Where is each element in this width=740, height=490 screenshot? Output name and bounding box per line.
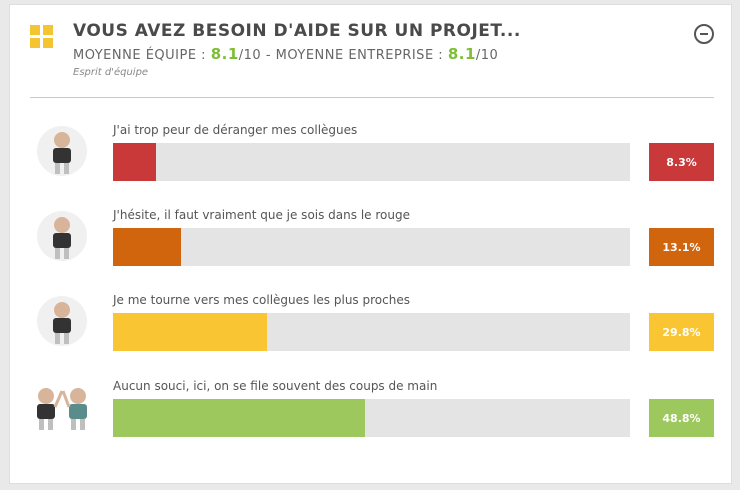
waving-person-icon [36, 295, 88, 347]
answer-bar-track [113, 143, 630, 181]
answer-percent-badge: 13.1% [649, 228, 714, 266]
answer-percent-badge: 48.8% [649, 399, 714, 437]
answer-bar-fill [113, 228, 181, 266]
collapse-button[interactable] [694, 24, 714, 44]
worried-person-icon [36, 125, 88, 177]
answer-bar-fill [113, 313, 268, 351]
answer-label: Aucun souci, ici, on se file souvent des… [113, 379, 438, 393]
company-average-score: 8.1 [447, 45, 476, 63]
answer-row: J'hésite, il faut vraiment que je sois d… [10, 208, 730, 293]
survey-card: VOUS AVEZ BESOIN D'AIDE SUR UN PROJET...… [9, 4, 732, 484]
team-average-score: 8.1 [210, 45, 239, 63]
answer-row: J'ai trop peur de déranger mes collègues… [10, 123, 730, 208]
answer-bar-fill [113, 399, 366, 437]
answer-bar-track [113, 228, 630, 266]
two-people-high-five-icon [30, 381, 87, 433]
question-title: VOUS AVEZ BESOIN D'AIDE SUR UN PROJET... [73, 21, 521, 41]
team-average-max: /10 [238, 48, 262, 63]
averages-line: MOYENNE ÉQUIPE : 8.1/10 - MOYENNE ENTREP… [73, 45, 498, 63]
answer-label: J'hésite, il faut vraiment que je sois d… [113, 208, 410, 222]
answer-row: Aucun souci, ici, on se file souvent des… [10, 379, 730, 464]
company-average-max: /10 [475, 48, 499, 63]
answer-percent-badge: 8.3% [649, 143, 714, 181]
answer-row: Je me tourne vers mes collègues les plus… [10, 293, 730, 378]
divider [30, 97, 714, 98]
answer-bar-fill [113, 143, 156, 181]
answer-bar-track [113, 313, 630, 351]
answer-label: Je me tourne vers mes collègues les plus… [113, 293, 410, 307]
answer-percent-badge: 29.8% [649, 313, 714, 351]
team-average-label: MOYENNE ÉQUIPE : [73, 48, 207, 63]
answer-label: J'ai trop peur de déranger mes collègues [113, 123, 358, 137]
company-average-label: - MOYENNE ENTREPRISE : [265, 48, 444, 63]
hesitant-person-icon [36, 210, 88, 262]
grid-icon [30, 25, 53, 48]
answer-bar-track [113, 399, 630, 437]
category-subtitle: Esprit d'équipe [73, 67, 149, 78]
